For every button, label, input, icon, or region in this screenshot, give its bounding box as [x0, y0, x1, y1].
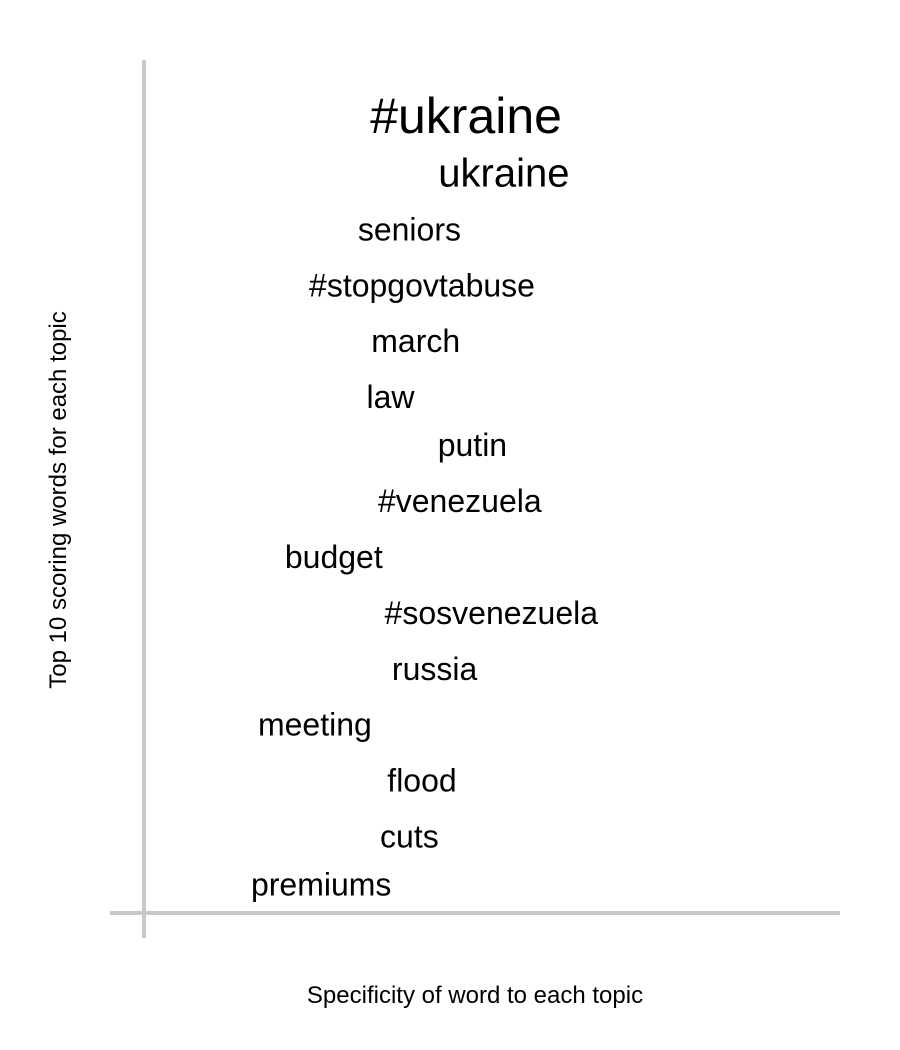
- word-label-13: cuts: [380, 819, 439, 855]
- x-axis-title: Specificity of word to each topic: [307, 982, 643, 1009]
- y-axis-title: Top 10 scoring words for each topic: [45, 311, 72, 689]
- word-label-2: seniors: [358, 211, 461, 247]
- word-label-1: ukraine: [438, 151, 569, 195]
- word-label-12: flood: [387, 763, 456, 799]
- word-label-0: #ukraine: [370, 88, 562, 144]
- word-label-10: russia: [392, 651, 478, 687]
- word-label-11: meeting: [258, 707, 372, 743]
- word-label-5: law: [366, 379, 415, 415]
- word-label-6: putin: [438, 427, 507, 463]
- word-label-7: #venezuela: [378, 483, 542, 519]
- word-label-9: #sosvenezuela: [385, 595, 599, 631]
- word-label-14: premiums: [251, 866, 391, 902]
- word-labels: #ukraine ukraine seniors #stopgovtabuse marc…: [251, 88, 598, 902]
- word-label-8: budget: [285, 539, 383, 575]
- word-label-4: march: [371, 323, 460, 359]
- word-label-3: #stopgovtabuse: [309, 267, 535, 303]
